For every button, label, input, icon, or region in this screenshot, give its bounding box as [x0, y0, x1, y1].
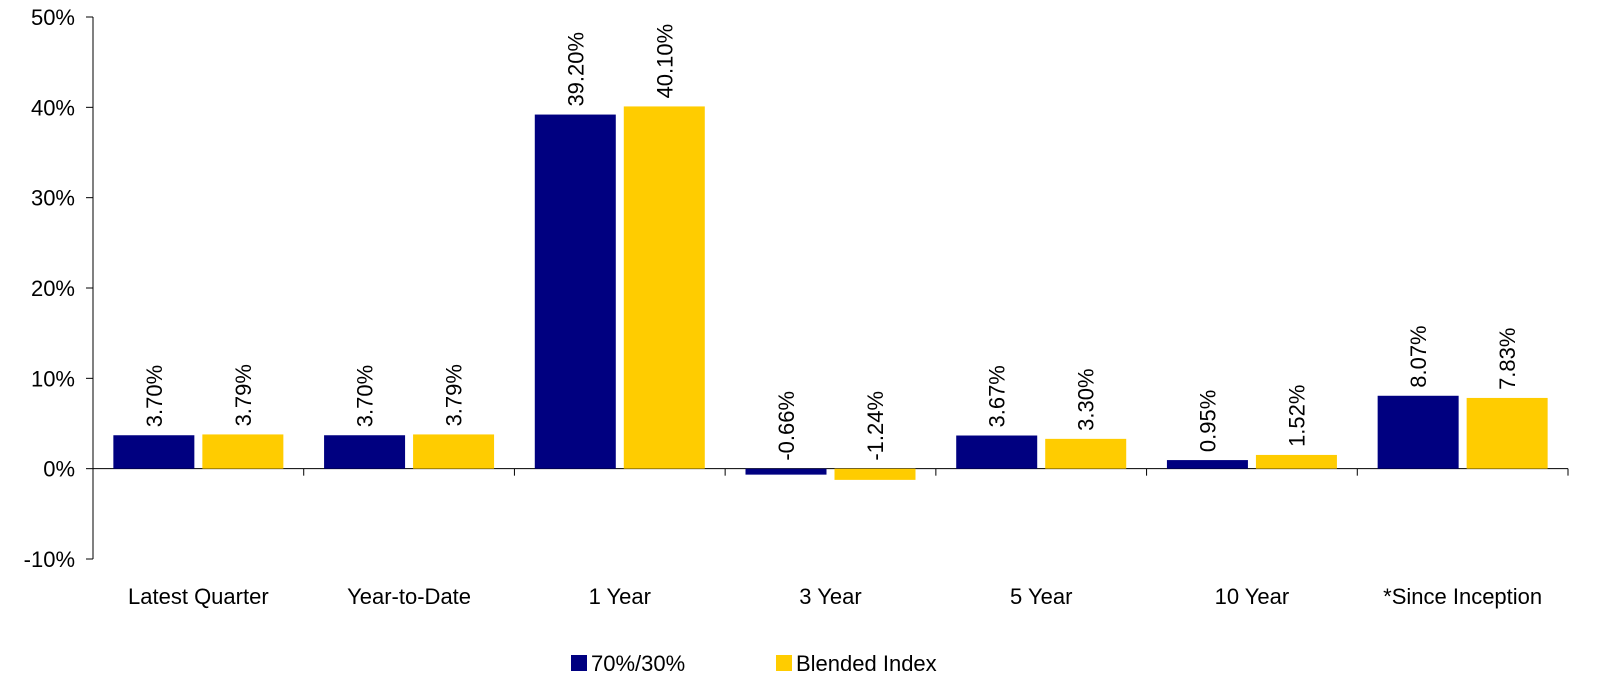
legend: 70%/30% Blended Index [571, 651, 937, 676]
data-label: 39.20% [563, 32, 588, 107]
data-label: 0.95% [1195, 390, 1220, 452]
y-tick-label: 50% [31, 5, 75, 30]
y-tick-label: -10% [24, 547, 75, 572]
data-label: 3.79% [231, 364, 256, 426]
data-label: 7.83% [1495, 328, 1520, 390]
legend-swatch [571, 655, 587, 671]
bar-series1 [745, 468, 827, 475]
data-label: -0.66% [774, 391, 799, 461]
bar-series1 [1377, 395, 1459, 469]
data-label: 3.30% [1074, 368, 1099, 430]
data-label: 40.10% [652, 24, 677, 99]
bar-series1 [113, 435, 195, 469]
category-label: Year-to-Date [347, 584, 471, 609]
data-label: 3.70% [353, 365, 378, 427]
y-tick-label: 20% [31, 276, 75, 301]
data-label: 3.70% [142, 365, 167, 427]
y-tick-label: 30% [31, 186, 75, 211]
bar-series1 [534, 114, 616, 469]
data-label: 3.79% [442, 364, 467, 426]
y-axis: -10% 0% 10% 20% 30% 40% 50% [24, 5, 94, 572]
bar-series2 [1045, 438, 1127, 469]
bar-series1 [956, 435, 1038, 469]
bar-series2 [623, 106, 705, 469]
y-tick-label: 0% [43, 457, 75, 482]
legend-label: Blended Index [796, 651, 937, 676]
legend-label: 70%/30% [591, 651, 685, 676]
data-label: 8.07% [1406, 325, 1431, 387]
bar-series2 [1466, 397, 1548, 469]
data-label: -1.24% [863, 391, 888, 461]
category-label: *Since Inception [1383, 584, 1542, 609]
data-label: 1.52% [1284, 385, 1309, 447]
bar-series1 [324, 435, 406, 469]
legend-swatch [776, 655, 792, 671]
category-label: 5 Year [1010, 584, 1072, 609]
category-label: Latest Quarter [128, 584, 269, 609]
bars [113, 106, 1548, 480]
y-tick-label: 40% [31, 95, 75, 120]
data-label: 3.67% [985, 365, 1010, 427]
x-axis: Latest Quarter Year-to-Date 1 Year 3 Year 5 … [92, 468, 1569, 609]
bar-series2 [834, 468, 916, 480]
bar-series1 [1166, 460, 1248, 469]
category-label: 3 Year [799, 584, 861, 609]
category-label: 10 Year [1215, 584, 1290, 609]
bar-series2 [202, 434, 284, 469]
bar-series2 [413, 434, 495, 469]
bar-series2 [1255, 454, 1337, 469]
y-tick-label: 10% [31, 366, 75, 391]
data-labels: 3.70% 3.79% 3.70% 3.79% 39.20% 40.10% -0.66% -1… [142, 24, 1520, 461]
category-label: 1 Year [589, 584, 651, 609]
